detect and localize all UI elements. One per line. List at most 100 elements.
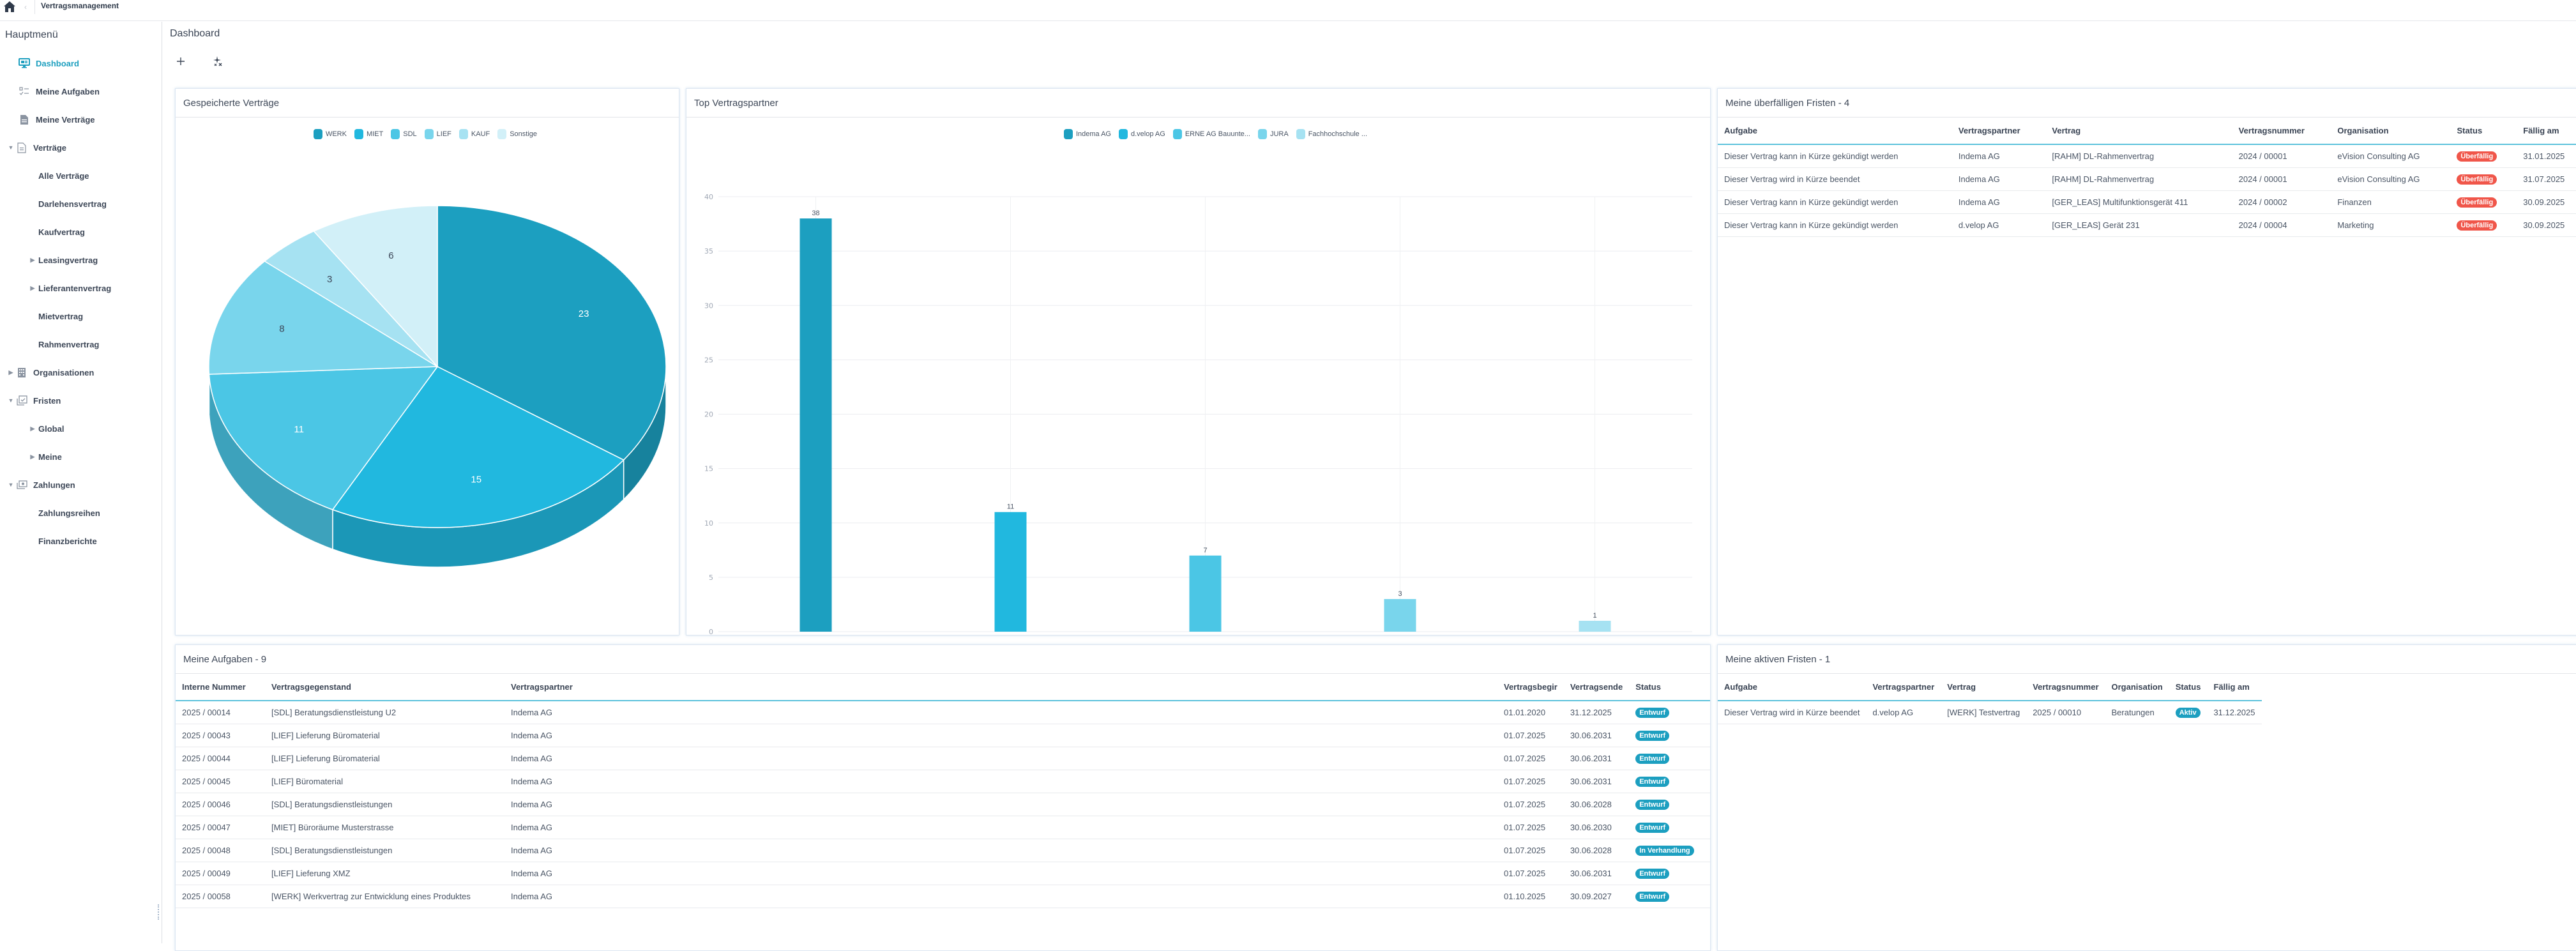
table-row[interactable]: 2025 / 00048[SDL] Beratungsdienstleistun…: [176, 839, 1710, 862]
sidebar-item-meine-vertraege[interactable]: Meine Verträge: [9, 110, 95, 129]
legend-item[interactable]: Indema AG: [1064, 129, 1111, 139]
sidebar-item-finanzberichte[interactable]: Finanzberichte: [38, 531, 97, 551]
table-row[interactable]: 2025 / 00047[MIET] Büroräume Musterstras…: [176, 816, 1710, 839]
table-cell: 01.07.2025: [1497, 747, 1564, 770]
bar-value-label: 38: [812, 209, 819, 217]
table-row[interactable]: 2025 / 00058[WERK] Werkvertrag zur Entwi…: [176, 885, 1710, 908]
bar[interactable]: [1579, 621, 1611, 632]
table-row[interactable]: 2025 / 00044[LIEF] Lieferung Büromateria…: [176, 747, 1710, 770]
building-icon: [15, 366, 28, 379]
table-cell: 01.07.2025: [1497, 724, 1564, 747]
table-row[interactable]: Dieser Vertrag kann in Kürze gekündigt w…: [1718, 190, 2576, 213]
sidebar-item-label: Darlehensvertrag: [38, 199, 107, 209]
column-header[interactable]: Aufgabe: [1718, 674, 1866, 701]
column-header[interactable]: Vertragsgegenstand: [265, 674, 504, 701]
bar[interactable]: [1190, 556, 1222, 632]
legend-item[interactable]: SDL: [391, 129, 416, 139]
bar[interactable]: [800, 218, 832, 632]
table-cell: 2024 / 00001: [2232, 144, 2331, 167]
legend-item[interactable]: ERNE AG Bauunte...: [1173, 129, 1250, 139]
sidebar-item-meine-aufgaben[interactable]: Meine Aufgaben: [9, 82, 100, 101]
caret-right-icon[interactable]: ▶: [28, 453, 37, 460]
legend-item[interactable]: LIEF: [425, 129, 451, 139]
home-icon[interactable]: [3, 0, 17, 14]
sidebar-item-dashboard[interactable]: Dashboard: [9, 54, 79, 73]
caret-right-icon[interactable]: ▶: [28, 285, 37, 292]
column-header[interactable]: Vertrag: [2045, 118, 2232, 144]
caret-right-icon[interactable]: ▶: [28, 257, 37, 264]
column-header[interactable]: Status: [2169, 674, 2208, 701]
sidebar-item-leasingvertrag[interactable]: ▶ Leasingvertrag: [28, 250, 98, 270]
sidebar-item-lieferantenvertrag[interactable]: ▶ Lieferantenvertrag: [28, 278, 111, 298]
caret-down-icon[interactable]: ▼: [6, 144, 15, 151]
legend-item[interactable]: Sonstige: [497, 129, 537, 139]
column-header[interactable]: Vertragsende: [1564, 674, 1629, 701]
table-cell: Überfällig: [2450, 167, 2517, 190]
table-cell: [LIEF] Büromaterial: [265, 770, 504, 793]
column-header[interactable]: Interne Nummer: [176, 674, 265, 701]
sidebar-item-zahlungen[interactable]: ▼ Zahlungen: [6, 475, 75, 494]
column-header[interactable]: Status: [1629, 674, 1710, 701]
bar-chart[interactable]: 051015202530354038Indema AG11d.velop AG7…: [686, 143, 1711, 635]
sidebar-item-vertraege[interactable]: ▼ Verträge: [6, 138, 66, 157]
sidebar-item-organisationen[interactable]: ▶ Organisationen: [6, 363, 94, 382]
column-header[interactable]: Vertragsnummer: [2232, 118, 2331, 144]
table-row[interactable]: 2025 / 00043[LIEF] Lieferung Büromateria…: [176, 724, 1710, 747]
legend-item[interactable]: Fachhochschule ...: [1296, 129, 1367, 139]
sidebar-item-rahmenvertrag[interactable]: Rahmenvertrag: [38, 335, 99, 354]
caret-down-icon[interactable]: ▼: [6, 482, 15, 488]
sidebar-item-kaufvertrag[interactable]: Kaufvertrag: [38, 222, 85, 241]
table-cell: 30.06.2028: [1564, 793, 1629, 816]
sidebar-resize-handle[interactable]: [158, 904, 160, 920]
app-tab-title[interactable]: Vertragsmanagement: [41, 1, 119, 10]
table-cell: Entwurf: [1629, 770, 1710, 793]
sidebar-item-fristen[interactable]: ▼ Fristen: [6, 391, 61, 410]
column-header[interactable]: Vertragspartner: [1952, 118, 2046, 144]
table-row[interactable]: 2025 / 00046[SDL] Beratungsdienstleistun…: [176, 793, 1710, 816]
table-row[interactable]: Dieser Vertrag kann in Kürze gekündigt w…: [1718, 144, 2576, 167]
table-cell: 2025 / 00014: [176, 701, 265, 724]
caret-right-icon[interactable]: ▶: [6, 369, 15, 376]
column-header[interactable]: Vertragspartner: [504, 674, 1497, 701]
sidebar-item-meine[interactable]: ▶ Meine: [28, 447, 62, 466]
sidebar-item-zahlungsreihen[interactable]: Zahlungsreihen: [38, 503, 100, 522]
column-header[interactable]: Fällig am: [2517, 118, 2576, 144]
column-header[interactable]: Organisation: [2105, 674, 2169, 701]
table-cell: Entwurf: [1629, 701, 1710, 724]
status-badge: Entwurf: [1635, 708, 1669, 718]
table-row[interactable]: 2025 / 00014[SDL] Beratungsdienstleistun…: [176, 701, 1710, 724]
bar[interactable]: [1384, 599, 1416, 632]
column-header[interactable]: Status: [2450, 118, 2517, 144]
column-header[interactable]: Vertragsbegir: [1497, 674, 1564, 701]
y-tick-label: 30: [704, 301, 713, 310]
caret-down-icon[interactable]: ▼: [6, 397, 15, 404]
column-header[interactable]: Vertragsnummer: [2026, 674, 2105, 701]
table-row[interactable]: Dieser Vertrag kann in Kürze gekündigt w…: [1718, 213, 2576, 236]
table-cell: 30.06.2031: [1564, 770, 1629, 793]
legend-item[interactable]: JURA: [1258, 129, 1289, 139]
column-header[interactable]: Vertrag: [1941, 674, 2026, 701]
caret-right-icon[interactable]: ▶: [28, 425, 37, 432]
table-cell: Indema AG: [1952, 190, 2046, 213]
sidebar-item-alle-vertraege[interactable]: Alle Verträge: [38, 166, 89, 185]
legend-item[interactable]: KAUF: [459, 129, 490, 139]
bar[interactable]: [995, 512, 1027, 632]
legend-item[interactable]: WERK: [314, 129, 347, 139]
sidebar-item-darlehensvertrag[interactable]: Darlehensvertrag: [38, 194, 107, 213]
legend-item[interactable]: d.velop AG: [1119, 129, 1165, 139]
column-header[interactable]: Organisation: [2331, 118, 2450, 144]
column-header[interactable]: Vertragspartner: [1866, 674, 1941, 701]
ai-magic-button[interactable]: [209, 54, 227, 72]
chevron-left-icon[interactable]: ‹: [24, 3, 27, 11]
sidebar-item-global[interactable]: ▶ Global: [28, 419, 64, 438]
legend-item[interactable]: MIET: [354, 129, 383, 139]
column-header[interactable]: Fällig am: [2207, 674, 2261, 701]
add-button[interactable]: [172, 54, 190, 72]
column-header[interactable]: Aufgabe: [1718, 118, 1952, 144]
sidebar-item-mietvertrag[interactable]: Mietvertrag: [38, 307, 83, 326]
